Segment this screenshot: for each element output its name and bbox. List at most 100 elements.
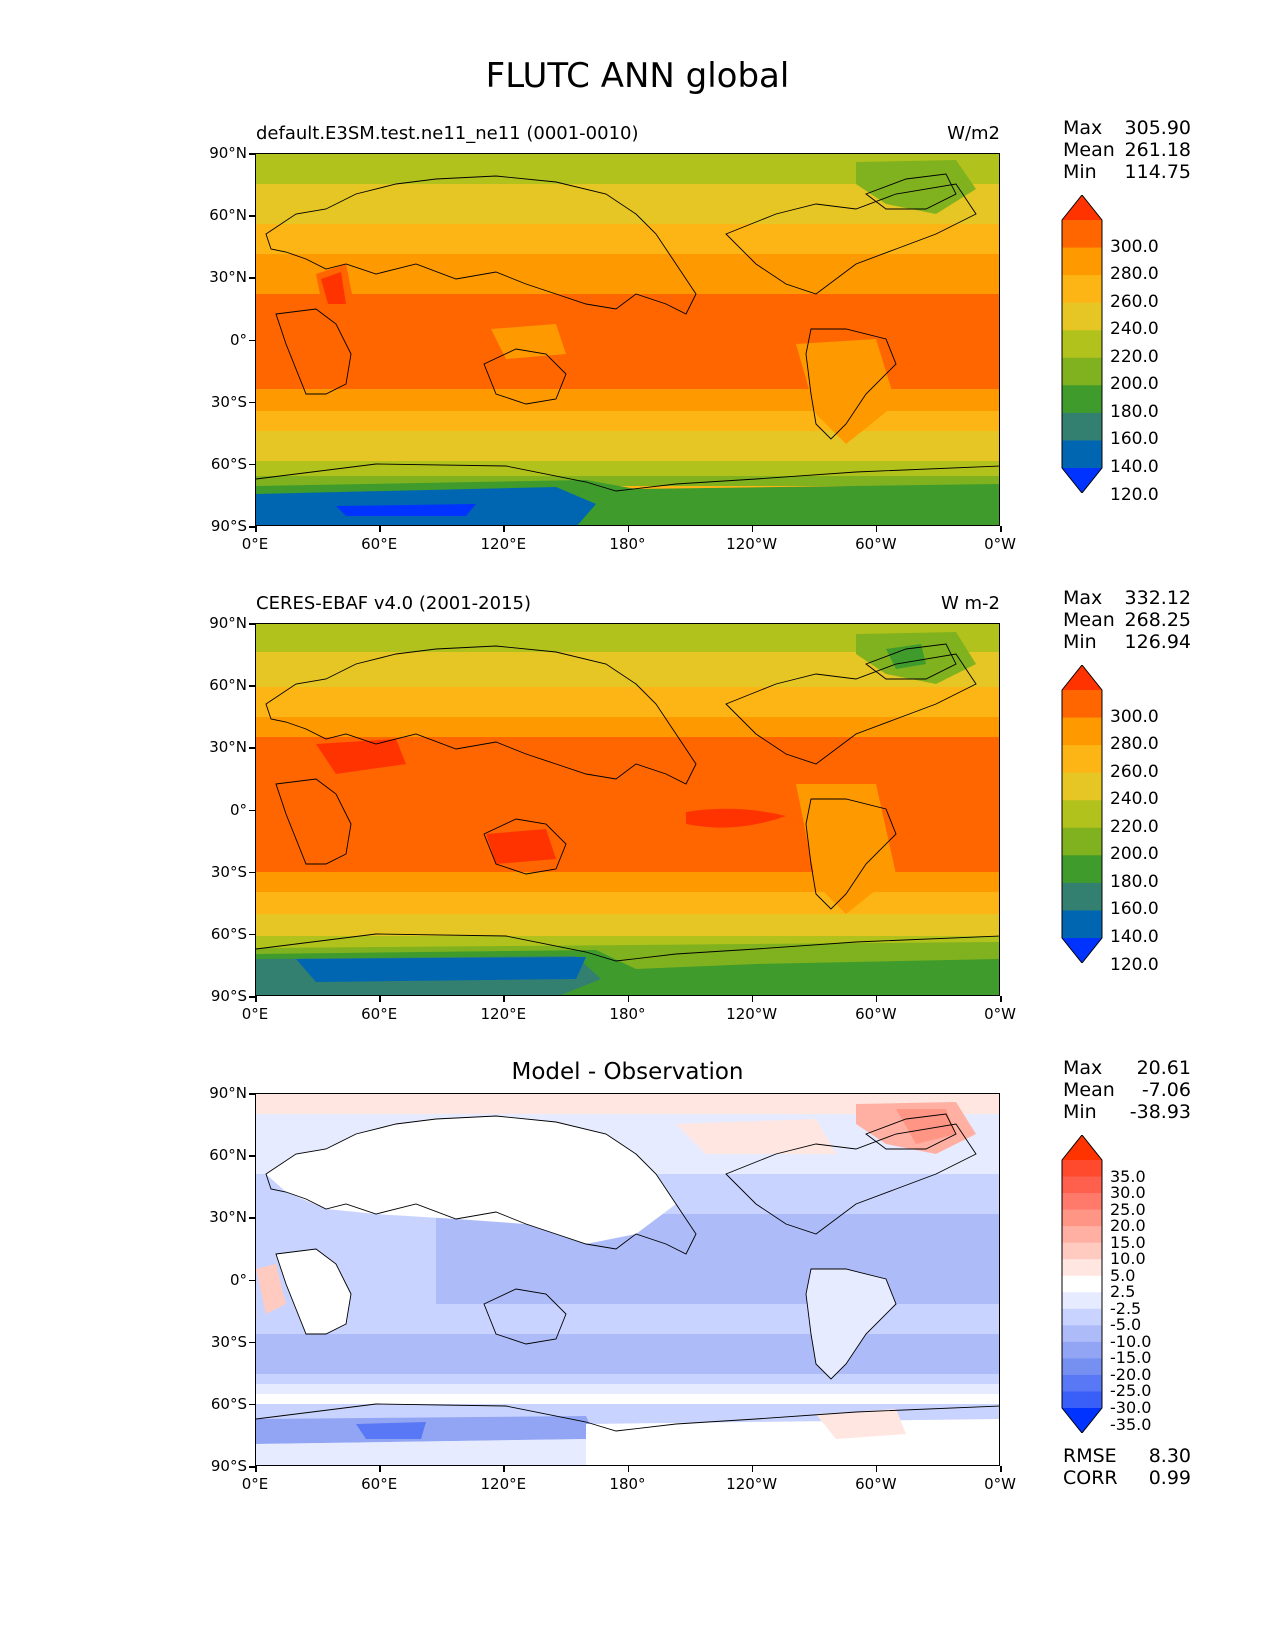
colorbar-tick-label: -2.5	[1110, 1298, 1142, 1318]
map-plot-observation	[255, 623, 1000, 996]
lat-tick-label: 30°S	[210, 1332, 247, 1351]
lon-tick-label: 60°E	[361, 535, 398, 553]
lat-tick-label: 30°S	[210, 862, 247, 881]
colorbar-tick-label: 280.0	[1110, 734, 1159, 755]
colorbar-model	[1061, 195, 1103, 493]
lat-tick-mark	[249, 277, 255, 279]
colorbar-tick-label: 180.0	[1110, 871, 1159, 892]
lon-tick-mark	[503, 526, 505, 532]
colorbar-tick-label: 5.0	[1110, 1265, 1136, 1285]
colorbar-tick-label: 10.0	[1110, 1249, 1146, 1269]
lon-tick-mark	[875, 526, 878, 532]
stat-row: Min 114.75	[1063, 161, 1191, 183]
colorbar-segment	[1062, 247, 1102, 276]
lat-tick-label: 0°	[229, 330, 247, 349]
lon-tick-label: 60°W	[855, 1475, 897, 1493]
lon-tick-mark	[1000, 1466, 1002, 1472]
colorbar-tick-label: -25.0	[1110, 1381, 1152, 1401]
colorbar-segment	[1062, 385, 1102, 414]
lon-tick-label: 0°W	[984, 1475, 1016, 1493]
colorbar-tick-label: 15.0	[1110, 1232, 1146, 1252]
lon-tick-label: 120°W	[726, 535, 778, 553]
colorbar-segment	[1062, 882, 1102, 911]
stat-row: Min -38.93	[1063, 1101, 1191, 1123]
coastlines	[256, 643, 999, 962]
colorbar-segment	[1062, 855, 1102, 884]
colorbar-tick-label: -20.0	[1110, 1364, 1152, 1384]
lon-tick-mark	[1000, 996, 1002, 1002]
colorbar-extend-max	[1062, 1135, 1102, 1160]
colorbar-segment	[1062, 1374, 1102, 1392]
colorbar-segment	[1062, 717, 1102, 746]
colorbar-tick-label: 30.0	[1110, 1183, 1146, 1203]
lat-tick-mark	[249, 1341, 255, 1344]
colorbar-segment	[1062, 1226, 1102, 1244]
lon-tick-mark	[503, 996, 505, 1002]
lon-tick-label: 0°E	[241, 535, 269, 553]
colorbar-tick-label: 200.0	[1110, 374, 1159, 395]
colorbar-tick-label: 120.0	[1110, 484, 1159, 505]
lon-tick-mark	[379, 526, 381, 532]
lon-tick-mark	[627, 526, 629, 532]
lat-tick-label: 90°N	[209, 1084, 247, 1102]
lon-tick-mark	[503, 1466, 505, 1472]
map-plot-model	[255, 153, 1000, 526]
stat-row: Mean 268.25	[1063, 609, 1191, 631]
colorbar-segment	[1062, 1325, 1102, 1343]
lat-tick-mark	[249, 685, 255, 687]
colorbar-tick-label: 2.5	[1110, 1282, 1136, 1302]
lat-tick-label: 30°N	[209, 738, 247, 757]
colorbar-tick-label: 300.0	[1110, 706, 1159, 727]
lon-tick-mark	[751, 1466, 754, 1472]
stat-row: Max 305.90	[1063, 117, 1191, 139]
colorbar-tick-label: 35.0	[1110, 1166, 1146, 1186]
colorbar-extend-min	[1062, 468, 1102, 493]
lat-tick-label: 30°S	[210, 392, 247, 411]
colorbar-segment	[1062, 1176, 1102, 1194]
lat-tick-mark	[249, 526, 255, 528]
lon-tick-label: 180°	[609, 535, 646, 553]
lat-tick-mark	[249, 153, 255, 155]
panel-title-center: Model - Observation	[511, 1059, 744, 1085]
colorbar-tick-label: 160.0	[1110, 429, 1159, 450]
colorbar-tick-label: 120.0	[1110, 954, 1159, 975]
stat-row: CORR 0.99	[1063, 1467, 1191, 1489]
contour-map-observation	[256, 624, 999, 995]
lat-tick-label: 0°	[229, 800, 247, 819]
colorbar-tick-label: 240.0	[1110, 789, 1159, 810]
colorbar-tick-label: 280.0	[1110, 264, 1159, 285]
stat-row: Max 332.12	[1063, 587, 1191, 609]
lat-tick-mark	[249, 933, 255, 936]
colorbar-tick-label: 140.0	[1110, 457, 1159, 477]
lat-tick-mark	[249, 871, 255, 874]
lon-tick-label: 60°W	[855, 535, 897, 553]
colorbar-extend-min	[1062, 1408, 1102, 1433]
colorbar-segment	[1062, 302, 1102, 331]
lon-tick-label: 0°W	[984, 1005, 1016, 1023]
colorbar-segment	[1062, 827, 1102, 856]
contour-map-model	[256, 154, 999, 525]
stats-observation: Max 332.12 Mean 268.25 Min 126.94	[1063, 587, 1191, 653]
lat-tick-mark	[249, 1279, 255, 1281]
lon-tick-label: 0°E	[241, 1475, 269, 1493]
lat-tick-mark	[249, 463, 255, 466]
colorbar-segment	[1062, 412, 1102, 441]
lon-tick-label: 120°W	[726, 1475, 778, 1493]
lat-tick-mark	[249, 215, 255, 217]
lat-tick-label: 60°S	[210, 1394, 247, 1413]
lon-tick-mark	[1000, 526, 1002, 532]
lat-tick-mark	[249, 339, 255, 341]
stats-difference: Max 20.61 Mean -7.06 Min -38.93	[1063, 1057, 1191, 1123]
stats-rmse-corr: RMSE 8.30 CORR 0.99	[1063, 1445, 1191, 1489]
colorbar-segment	[1062, 772, 1102, 801]
colorbar-segment	[1062, 440, 1102, 469]
colorbar-segment	[1062, 1292, 1102, 1310]
lon-tick-label: 180°	[609, 1475, 646, 1493]
lon-tick-mark	[751, 996, 754, 1002]
lat-tick-label: 0°	[229, 1270, 247, 1289]
colorbar-tick-label: 220.0	[1110, 816, 1159, 837]
lon-tick-mark	[255, 1466, 257, 1472]
stat-row: RMSE 8.30	[1063, 1445, 1191, 1467]
colorbar-segment	[1062, 690, 1102, 719]
colorbar-tick-label: 200.0	[1110, 844, 1159, 865]
